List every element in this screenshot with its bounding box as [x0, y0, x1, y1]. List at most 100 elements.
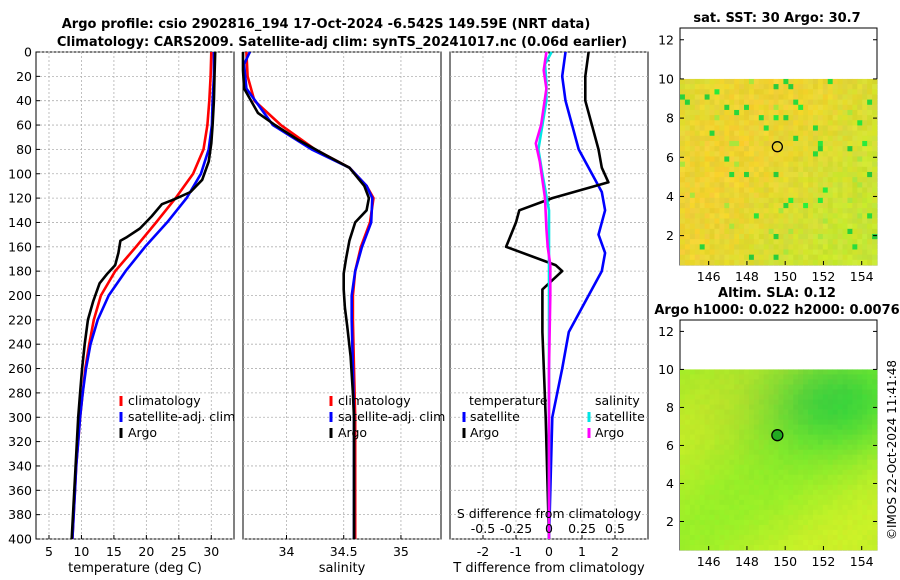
map-cell [798, 109, 804, 116]
map-cell [763, 151, 770, 157]
map-cell [734, 233, 740, 240]
map-cell [744, 233, 750, 240]
map-cell [744, 434, 750, 441]
map-cell [773, 78, 779, 85]
map-cell [788, 166, 794, 173]
map-cell [758, 192, 765, 199]
map-cell [684, 109, 691, 116]
map-cell [704, 404, 710, 410]
map-cell [837, 384, 843, 390]
map-cell [734, 449, 740, 456]
map-cell [788, 454, 794, 461]
map-cell [709, 529, 715, 536]
map-cell [778, 115, 784, 121]
map-cell [812, 233, 819, 240]
salinity-panel: 34 34.5 35 salinity climatology satellite-… [241, 51, 445, 576]
map-cell [817, 233, 824, 240]
map-cell [842, 419, 848, 425]
map-cell [758, 187, 765, 194]
map-cell [753, 534, 760, 541]
map-cell [758, 414, 765, 420]
map-cell [768, 389, 774, 395]
map-cell [704, 130, 710, 137]
map-cell [798, 187, 804, 194]
x-tick-label: 25 [171, 544, 187, 559]
map-cell [812, 409, 819, 415]
map-cell [739, 384, 745, 390]
map-cell [773, 177, 779, 183]
map-cell [768, 404, 774, 410]
map-cell [867, 544, 873, 551]
map-cell [827, 399, 834, 405]
map-cell [729, 399, 735, 405]
map-cell [862, 519, 868, 526]
map-cell [812, 244, 819, 250]
map-cell [867, 166, 873, 173]
map-cell [822, 192, 829, 199]
map-cell [709, 125, 715, 132]
map-cell [748, 509, 755, 516]
map-cell [729, 384, 735, 390]
map-cell [852, 494, 858, 501]
map-cell [773, 519, 779, 526]
map-cell [817, 499, 824, 506]
map-cell [768, 429, 774, 436]
map-cell [778, 509, 784, 516]
map-cell [768, 213, 774, 219]
map-cell [867, 424, 873, 431]
map-cell [773, 534, 779, 541]
map-cell [872, 239, 878, 245]
map-cell [773, 524, 779, 531]
map-cell [689, 474, 696, 481]
map-cell [744, 384, 750, 390]
map-cell [808, 539, 814, 546]
map-cell [822, 394, 829, 400]
map-cell [734, 444, 740, 451]
map-cell [812, 504, 819, 511]
map-cell [768, 99, 774, 106]
map-cell [739, 374, 745, 380]
map-cell [758, 125, 765, 132]
map-cell [773, 249, 779, 256]
map-cell [694, 94, 701, 100]
map-cell [689, 146, 696, 152]
map-cell [827, 469, 834, 476]
map-cell [788, 494, 794, 501]
map-cell [788, 544, 794, 551]
map-cell [837, 130, 843, 137]
map-cell [793, 187, 799, 194]
map-cell [724, 544, 730, 551]
map-cell [832, 484, 838, 491]
map-cell [788, 384, 794, 390]
map-cell [783, 130, 789, 137]
map-cell [748, 104, 755, 111]
map-cell [714, 192, 720, 199]
map-cell [872, 389, 878, 395]
map-cell [748, 84, 755, 90]
map-cell [778, 109, 784, 116]
map-cell [852, 404, 858, 410]
map-cell [822, 156, 829, 163]
map-cell [694, 459, 701, 466]
map-cell [827, 499, 834, 506]
legend-label-temp-argo: Argo [470, 425, 499, 440]
map-cell [724, 140, 730, 147]
map-cell [758, 369, 765, 375]
map-cell [753, 84, 760, 90]
map-cell [753, 404, 760, 410]
map-cell [778, 404, 784, 410]
map-cell [753, 115, 760, 121]
map-cell [768, 109, 774, 116]
map-cell [862, 104, 868, 111]
map-cell [744, 208, 750, 214]
map-cell [748, 489, 755, 496]
map-cell [788, 130, 794, 137]
map-cell [798, 140, 804, 147]
map-cell [793, 539, 799, 546]
map-cell [758, 539, 765, 546]
map-cell [837, 140, 843, 147]
map-cell [778, 187, 784, 194]
map-cell [827, 439, 834, 446]
map-cell [714, 166, 720, 173]
